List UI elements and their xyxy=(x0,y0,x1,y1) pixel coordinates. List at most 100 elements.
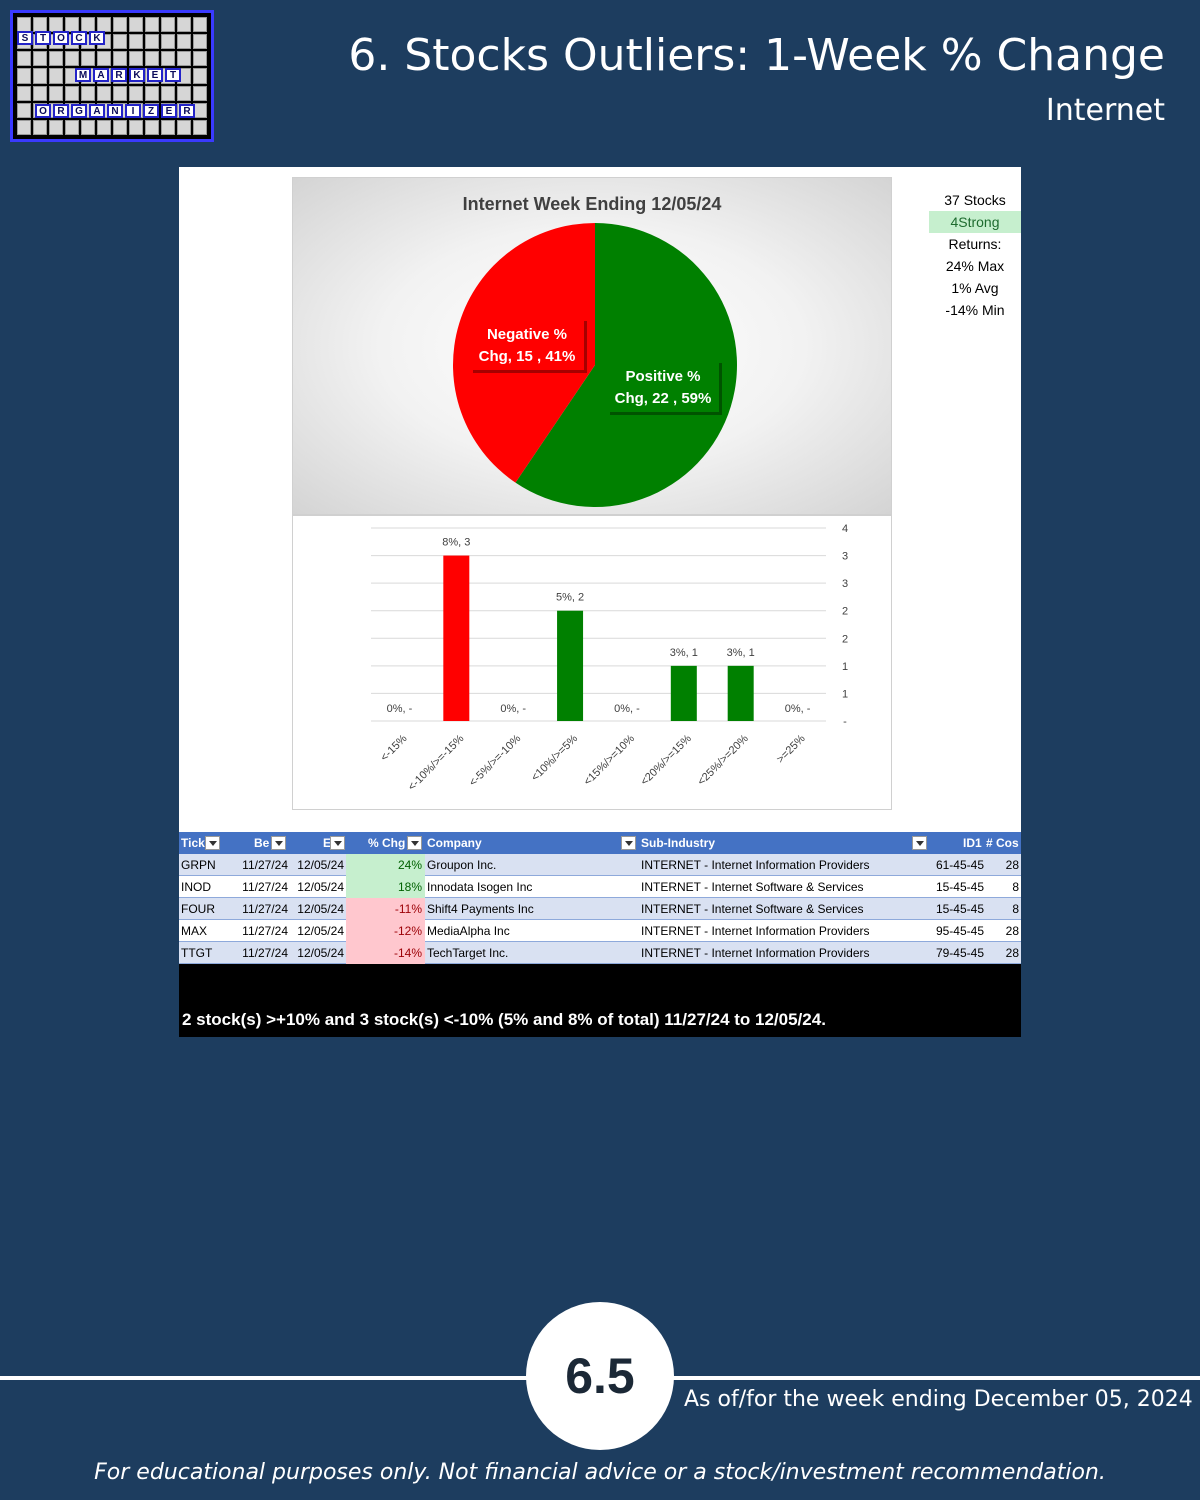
logo-letter: G xyxy=(71,104,87,118)
cell-id1: 61-45-45 xyxy=(935,858,984,872)
logo-cell xyxy=(129,51,143,67)
label-box xyxy=(470,318,584,370)
filter-dropdown-icon[interactable] xyxy=(621,836,636,850)
logo-cell xyxy=(81,85,95,101)
logo-cell xyxy=(129,17,143,33)
header-end: E xyxy=(323,836,331,850)
logo-cell xyxy=(81,51,95,67)
logo-cell xyxy=(193,17,207,33)
y-tick-label: 3 xyxy=(842,578,848,590)
returns-avg: 1% Avg xyxy=(951,280,999,296)
logo-cell xyxy=(177,17,191,33)
cell-end-date: 12/05/24 xyxy=(297,858,344,872)
logo-cell xyxy=(161,17,175,33)
logo-letter: S xyxy=(17,31,33,45)
cell-company: Innodata Isogen Inc xyxy=(427,880,533,894)
cell-sub-industry: INTERNET - Internet Software & Services xyxy=(641,880,864,894)
cell-company: MediaAlpha Inc xyxy=(427,924,510,938)
returns-min: -14% Min xyxy=(945,302,1005,318)
page-title: 6. Stocks Outliers: 1-Week % Change xyxy=(348,30,1165,81)
cell-end-date: 12/05/24 xyxy=(297,924,344,938)
logo-cell xyxy=(33,85,47,101)
header-sub-industry: Sub-Industry xyxy=(641,836,715,850)
logo-letter: R xyxy=(111,68,127,82)
logo-cell xyxy=(145,17,159,33)
cell-company: Groupon Inc. xyxy=(427,858,497,872)
y-tick-label: 2 xyxy=(842,633,848,645)
header-ticker: Tick xyxy=(181,836,205,850)
cell-id1: 15-45-45 xyxy=(935,880,984,894)
filter-dropdown-icon[interactable] xyxy=(330,836,345,850)
page-subtitle: Internet xyxy=(1045,93,1165,128)
cell-begin-date: 11/27/24 xyxy=(242,902,288,916)
logo-cell xyxy=(81,17,95,33)
summary-text: 2 stock(s) >+10% and 3 stock(s) <-10% (5… xyxy=(182,1010,826,1029)
logo-cell xyxy=(177,85,191,101)
table-header: Tick Be E % Chg Company Sub-Industry ID1… xyxy=(179,832,1021,854)
logo-cell xyxy=(161,85,175,101)
cell-ticker: INOD xyxy=(181,880,211,894)
cell-begin-date: 11/27/24 xyxy=(242,858,288,872)
logo-letter: K xyxy=(129,68,145,82)
cell-num-cos: 28 xyxy=(1005,924,1019,938)
bar-data-label: 0%, - xyxy=(614,703,640,715)
cell-num-cos: 8 xyxy=(1012,902,1019,916)
logo-letter: C xyxy=(71,31,87,45)
logo-letter: Z xyxy=(143,104,159,118)
pie-label-line1: Negative % xyxy=(487,326,567,343)
cell-id1: 95-45-45 xyxy=(935,924,984,938)
logo-cell xyxy=(49,68,63,84)
x-tick-label: <-10%/>=-15% xyxy=(406,732,467,793)
filter-dropdown-icon[interactable] xyxy=(205,836,220,850)
logo-cell xyxy=(145,51,159,67)
logo-cell xyxy=(193,85,207,101)
logo-letter: E xyxy=(161,104,177,118)
logo-cell xyxy=(193,68,207,84)
logo-cell xyxy=(145,119,159,135)
table-row: GRPN 11/27/24 12/05/24 24% Groupon Inc. INTER… xyxy=(179,854,1021,876)
bar xyxy=(557,610,584,721)
report-panel: Internet Week Ending 12/05/24 Negative %… xyxy=(179,167,1021,1037)
logo-cell xyxy=(145,85,159,101)
logo-cell xyxy=(113,17,127,33)
stats-box: 37 Stocks 4Strong Returns: 24% Max 1% Av… xyxy=(929,189,1021,321)
logo-cell xyxy=(129,34,143,50)
logo-cell xyxy=(49,17,63,33)
pie-label-line2: Chg, 22 , 59% xyxy=(615,390,712,407)
logo-letter: O xyxy=(35,104,51,118)
table-row: INOD 11/27/24 12/05/24 18% Innodata Isogen I… xyxy=(179,876,1021,898)
as-of-date: As of/for the week ending December 05, 2… xyxy=(684,1387,1193,1412)
cell-pct-chg: -14% xyxy=(346,942,425,964)
logo-letter: K xyxy=(89,31,105,45)
cell-id1: 15-45-45 xyxy=(935,902,984,916)
cell-pct-chg: 24% xyxy=(346,854,425,876)
pie-label-line1: Positive % xyxy=(625,368,700,385)
logo-letter: A xyxy=(89,104,105,118)
filter-dropdown-icon[interactable] xyxy=(912,836,927,850)
bar xyxy=(443,555,470,721)
logo-letter: N xyxy=(107,104,123,118)
pie-data-label-positive: Positive % Chg, 22 , 59% xyxy=(607,360,722,415)
cell-id1: 79-45-45 xyxy=(935,946,984,960)
header-id1: ID1 xyxy=(963,836,982,850)
logo-cell xyxy=(177,51,191,67)
pie-chart-area: Internet Week Ending 12/05/24 Negative %… xyxy=(292,177,892,515)
logo-letter: A xyxy=(93,68,109,82)
table-row: MAX 11/27/24 12/05/24 -12% MediaAlpha Inc INT… xyxy=(179,920,1021,942)
logo-cell xyxy=(81,119,95,135)
cell-end-date: 12/05/24 xyxy=(297,946,344,960)
logo-cell xyxy=(177,119,191,135)
filter-dropdown-icon[interactable] xyxy=(407,836,422,850)
logo-cell xyxy=(113,51,127,67)
x-tick-label: <-15% xyxy=(378,732,409,763)
logo-letter: O xyxy=(53,31,69,45)
filter-dropdown-icon[interactable] xyxy=(271,836,286,850)
cell-pct-chg: -12% xyxy=(346,920,425,942)
y-tick-label: 1 xyxy=(842,661,848,673)
logo-cell xyxy=(161,51,175,67)
logo-cell xyxy=(113,119,127,135)
cell-pct-chg: -11% xyxy=(346,898,425,920)
cell-ticker: GRPN xyxy=(181,858,216,872)
